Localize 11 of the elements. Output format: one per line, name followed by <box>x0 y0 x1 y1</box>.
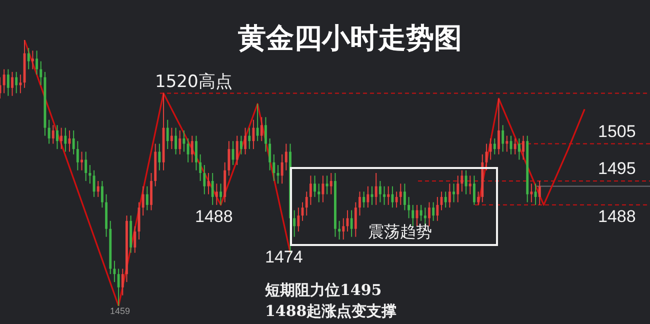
annotation: 短期阻力位1495 <box>264 280 382 299</box>
annotation: 震荡趋势 <box>368 222 432 242</box>
annotation: 1474 <box>265 248 303 267</box>
annotation: 1488 <box>195 207 233 226</box>
chart-title: 黄金四小时走势图 <box>237 21 462 54</box>
annotation: 1520高点 <box>155 72 232 92</box>
annotation: 1488起涨点变支撑 <box>265 302 397 320</box>
annotation: 1495 <box>598 159 636 178</box>
annotation: 1488 <box>598 207 636 226</box>
annotation: 1459 <box>110 306 130 316</box>
annotation: 1505 <box>598 122 636 141</box>
